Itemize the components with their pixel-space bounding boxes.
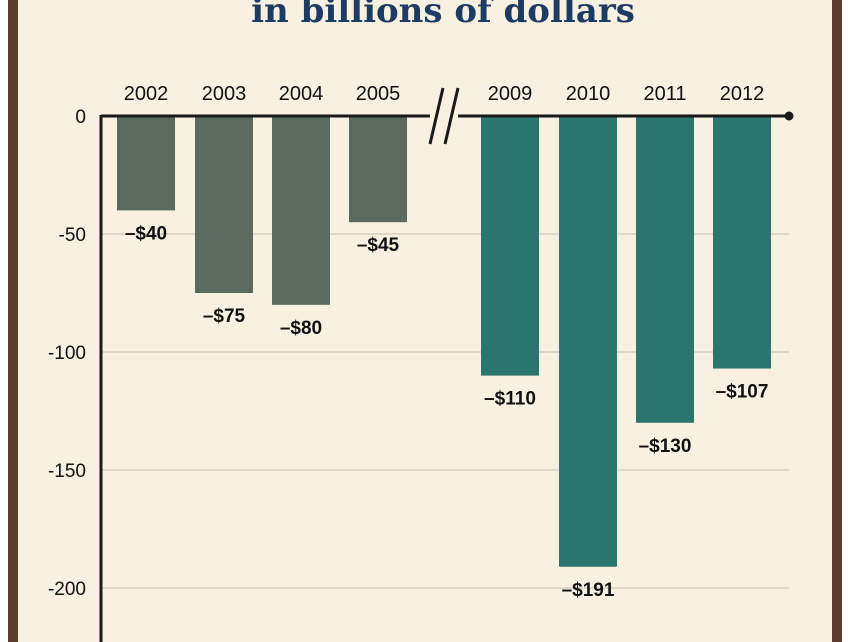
frame-border-right — [832, 0, 842, 642]
category-label: 2002 — [124, 83, 169, 105]
bars — [117, 116, 771, 567]
axis-break — [428, 87, 460, 145]
bar — [117, 116, 175, 211]
chart-title: in billions of dollars — [251, 0, 635, 31]
axes — [99, 111, 794, 642]
data-label: –$110 — [484, 389, 536, 410]
y-tick-label: 0 — [75, 107, 86, 128]
y-tick-label: -150 — [48, 461, 86, 482]
axis-break-slash — [428, 87, 445, 145]
data-label: –$75 — [203, 306, 246, 327]
axis-break-slash — [443, 87, 460, 145]
y-tick-label: -200 — [48, 579, 86, 600]
category-label: 2004 — [279, 83, 324, 105]
frame-border-left — [8, 0, 18, 642]
bar — [559, 116, 617, 567]
category-label: 2003 — [202, 83, 247, 105]
category-label: 2010 — [566, 83, 611, 105]
y-tick-labels: 0 -50 -100 -150 -200 — [48, 107, 86, 600]
data-labels: –$40 –$75 –$80 –$45 –$110 –$191 –$130 –$107 — [125, 223, 769, 600]
bar — [636, 116, 694, 423]
data-label: –$130 — [639, 436, 692, 457]
data-label: –$40 — [125, 223, 167, 244]
category-label: 2009 — [488, 83, 533, 105]
data-label: –$45 — [357, 235, 400, 256]
bar — [713, 116, 771, 369]
category-label: 2011 — [643, 83, 686, 105]
data-label: –$107 — [716, 382, 769, 403]
data-label: –$191 — [562, 580, 615, 601]
category-label: 2012 — [720, 83, 765, 105]
x-axis-end-dot — [784, 111, 794, 121]
bar — [272, 116, 330, 305]
category-label: 2005 — [356, 83, 401, 105]
y-tick-label: -100 — [48, 343, 86, 364]
category-labels: 2002 2003 2004 2005 2009 2010 2011 2012 — [124, 83, 765, 105]
data-label: –$80 — [280, 318, 322, 339]
y-tick-label: -50 — [59, 225, 86, 246]
chart-panel — [18, 0, 832, 642]
bar — [349, 116, 407, 223]
bar — [195, 116, 253, 293]
bar — [481, 116, 539, 376]
